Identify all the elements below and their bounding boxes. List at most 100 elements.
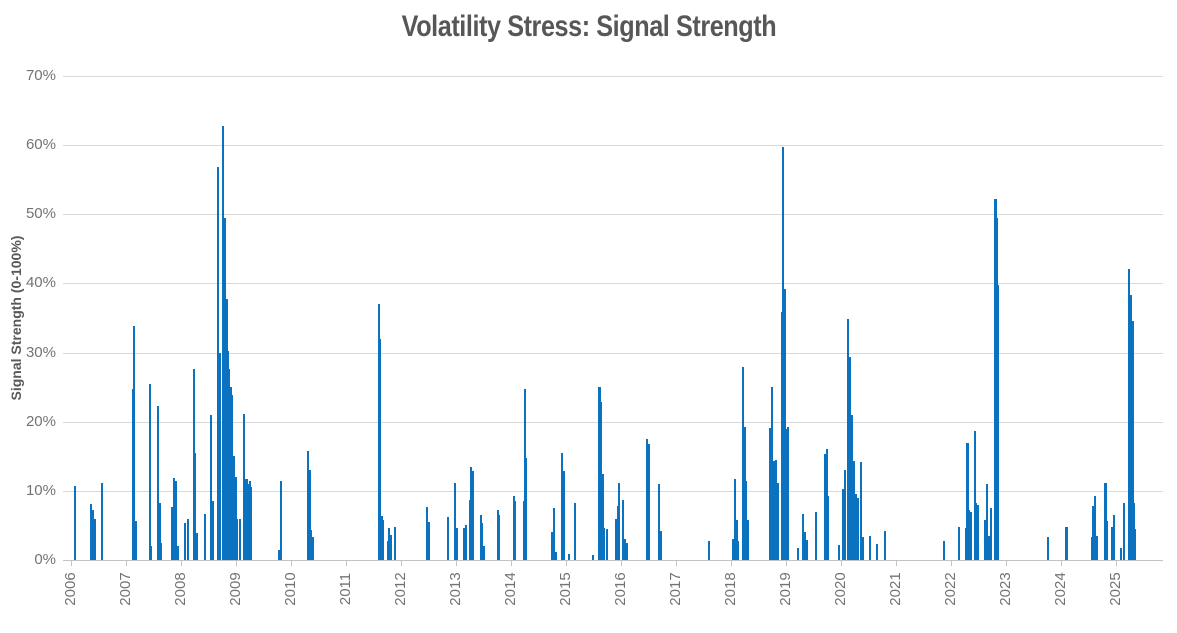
bar: [1090, 537, 1093, 560]
bar: [455, 528, 458, 560]
bar: [381, 519, 384, 560]
bar: [773, 461, 776, 560]
gridline: [63, 76, 1163, 77]
x-tick: [126, 561, 127, 566]
bar: [616, 506, 619, 560]
x-tick-label: 2014: [502, 572, 519, 606]
bar: [623, 539, 626, 560]
chart-title: Volatility Stress: Signal Strength: [0, 10, 1177, 44]
bar: [186, 518, 189, 560]
bar: [217, 166, 220, 560]
x-tick-label: 2020: [832, 572, 849, 606]
gridline: [63, 214, 1163, 216]
bar: [468, 499, 471, 560]
bar: [194, 452, 197, 560]
bar: [645, 439, 648, 560]
x-axis-line: [63, 560, 1163, 561]
bar: [785, 429, 788, 560]
bar: [446, 517, 449, 560]
bar: [783, 289, 786, 560]
bar: [386, 540, 389, 560]
bar: [777, 483, 780, 560]
bar: [573, 502, 576, 560]
bar: [222, 125, 225, 560]
bar: [601, 473, 604, 560]
x-tick-label: 2022: [942, 572, 959, 606]
bar: [847, 318, 850, 560]
bar: [158, 502, 161, 560]
bar: [479, 515, 482, 560]
bar: [737, 540, 740, 560]
bar: [856, 497, 859, 560]
gridline: [63, 145, 1163, 147]
x-tick: [236, 561, 237, 566]
y-tick-label: 0%: [34, 551, 56, 568]
bar: [470, 467, 473, 560]
bar: [969, 512, 972, 560]
gridline: [63, 352, 1163, 354]
bar: [1095, 535, 1098, 560]
bar: [769, 427, 772, 560]
bar: [838, 544, 841, 560]
bar: [562, 470, 565, 560]
y-tick-label: 60%: [25, 136, 56, 154]
bar: [184, 522, 187, 560]
bar: [94, 518, 97, 560]
bar: [498, 515, 501, 560]
bar: [133, 325, 136, 560]
bar: [453, 482, 456, 560]
bar: [997, 284, 1000, 560]
bar: [746, 519, 750, 560]
bar: [989, 508, 992, 560]
bar: [984, 519, 987, 560]
bar: [775, 459, 778, 560]
bar: [311, 536, 315, 560]
bar: [1132, 502, 1135, 560]
bar: [425, 506, 428, 560]
x-tick-label: 2016: [612, 572, 629, 606]
bar: [512, 495, 515, 560]
bar: [860, 461, 863, 560]
bar: [615, 518, 618, 560]
bar: [987, 535, 991, 560]
bar: [815, 511, 818, 560]
bar: [231, 395, 234, 560]
bar: [481, 523, 484, 560]
bar: [247, 483, 250, 560]
bar: [236, 518, 239, 560]
bar: [561, 452, 564, 560]
x-tick-label: 2013: [447, 572, 464, 606]
x-tick-label: 2008: [172, 572, 189, 606]
bar: [308, 470, 311, 560]
gridline: [63, 283, 1163, 285]
x-tick-label: 2023: [997, 572, 1014, 606]
bar: [1094, 495, 1097, 560]
bar: [248, 481, 251, 560]
bar: [707, 540, 711, 560]
bar: [966, 442, 969, 560]
x-tick: [511, 561, 512, 566]
y-tick-label: 10%: [25, 481, 56, 499]
bar: [554, 551, 557, 560]
x-tick-label: 2012: [392, 572, 409, 606]
bar: [659, 531, 662, 560]
y-tick-label: 30%: [25, 343, 56, 361]
bar: [827, 496, 830, 560]
x-tick: [401, 561, 402, 566]
bar: [234, 477, 237, 560]
bar: [525, 458, 528, 560]
bar: [782, 147, 785, 560]
bar: [73, 486, 76, 560]
bar: [602, 527, 606, 560]
x-tick: [1006, 561, 1007, 566]
bar: [379, 338, 382, 560]
bar: [1047, 536, 1050, 560]
bar: [156, 405, 159, 560]
bar: [377, 303, 381, 560]
bar: [771, 387, 774, 560]
bar: [471, 470, 475, 560]
x-tick: [456, 561, 457, 566]
bar: [160, 542, 163, 560]
bar: [825, 448, 828, 560]
